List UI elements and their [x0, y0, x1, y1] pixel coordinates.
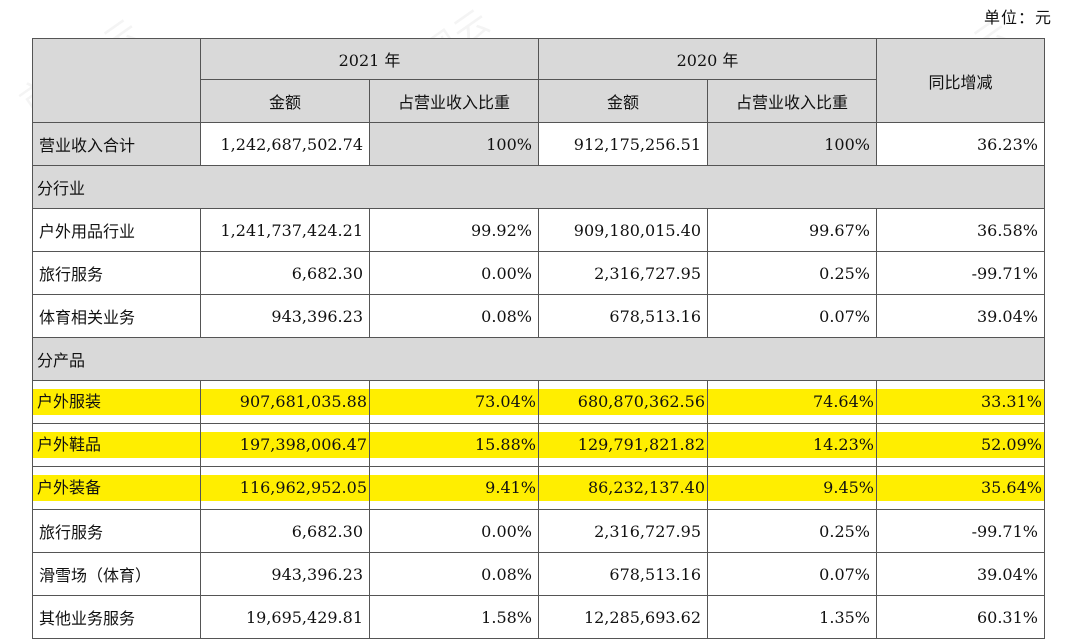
ratio-2020: 100%: [707, 122, 877, 166]
section-label: 分产品: [32, 337, 1045, 381]
ratio-2021: 9.41%: [369, 466, 539, 510]
unit-label: 单位：元: [983, 8, 1052, 27]
table-row: 户外用品行业 1,241,737,424.21 99.92% 909,180,0…: [32, 208, 1045, 252]
row-label: 旅行服务: [32, 251, 201, 295]
header-blank: [32, 38, 201, 123]
yoy-change: 36.58%: [876, 208, 1045, 252]
ratio-2021: 1.58%: [369, 595, 539, 639]
header-amount-2020: 金额: [538, 79, 708, 123]
ratio-2021: 100%: [369, 122, 539, 166]
ratio-2021: 15.88%: [369, 423, 539, 467]
row-label: 旅行服务: [32, 509, 201, 553]
table-row-highlighted: 户外装备 116,962,952.05 9.41% 86,232,137.40 …: [32, 466, 1045, 510]
table-row-highlighted: 户外服装 907,681,035.88 73.04% 680,870,362.5…: [32, 380, 1045, 424]
section-label: 分行业: [32, 165, 1045, 209]
header-row-cols: 金额 占营业收入比重 金额 占营业收入比重: [33, 79, 1045, 123]
ratio-2021: 0.00%: [369, 509, 539, 553]
amount-2021: 6,682.30: [200, 509, 370, 553]
yoy-change: 52.09%: [876, 423, 1045, 467]
ratio-2020: 0.07%: [707, 552, 877, 596]
ratio-2020: 1.35%: [707, 595, 877, 639]
yoy-change: 35.64%: [876, 466, 1045, 510]
amount-2020: 2,316,727.95: [538, 251, 708, 295]
amount-2020: 912,175,256.51: [538, 122, 708, 166]
amount-2020: 2,316,727.95: [538, 509, 708, 553]
ratio-2021: 73.04%: [369, 380, 539, 424]
amount-2020: 680,870,362.56: [538, 380, 708, 424]
ratio-2020: 0.07%: [707, 294, 877, 338]
ratio-2020: 99.67%: [707, 208, 877, 252]
row-label: 户外鞋品: [32, 423, 201, 467]
ratio-2021: 99.92%: [369, 208, 539, 252]
amount-2020: 678,513.16: [538, 552, 708, 596]
amount-2020: 12,285,693.62: [538, 595, 708, 639]
revenue-table: 2021 年 2020 年 同比增减 金额 占营业收入比重 金额 占营业收入比重…: [32, 38, 1045, 639]
header-ratio-2021: 占营业收入比重: [369, 79, 539, 123]
yoy-change: -99.71%: [876, 509, 1045, 553]
amount-2021: 197,398,006.47: [200, 423, 370, 467]
header-amount-2021: 金额: [200, 79, 370, 123]
ratio-2020: 0.25%: [707, 251, 877, 295]
row-label: 其他业务服务: [32, 595, 201, 639]
ratio-2020: 9.45%: [707, 466, 877, 510]
yoy-change: -99.71%: [876, 251, 1045, 295]
amount-2020: 909,180,015.40: [538, 208, 708, 252]
row-label: 户外装备: [32, 466, 201, 510]
ratio-2020: 0.25%: [707, 509, 877, 553]
row-label: 户外用品行业: [32, 208, 201, 252]
yoy-change: 33.31%: [876, 380, 1045, 424]
table-row: 其他业务服务 19,695,429.81 1.58% 12,285,693.62…: [32, 595, 1045, 639]
row-label: 营业收入合计: [32, 122, 201, 166]
header-yoy: 同比增减: [876, 38, 1045, 123]
yoy-change: 36.23%: [876, 122, 1045, 166]
ratio-2021: 0.00%: [369, 251, 539, 295]
amount-2021: 907,681,035.88: [200, 380, 370, 424]
section-row: 分产品: [32, 337, 1045, 381]
row-label: 滑雪场（体育）: [32, 552, 201, 596]
amount-2021: 1,241,737,424.21: [200, 208, 370, 252]
amount-2020: 86,232,137.40: [538, 466, 708, 510]
table-row: 体育相关业务 943,396.23 0.08% 678,513.16 0.07%…: [32, 294, 1045, 338]
amount-2021: 19,695,429.81: [200, 595, 370, 639]
amount-2021: 943,396.23: [200, 552, 370, 596]
amount-2020: 129,791,821.82: [538, 423, 708, 467]
section-row: 分行业: [32, 165, 1045, 209]
table-row: 旅行服务 6,682.30 0.00% 2,316,727.95 0.25% -…: [32, 251, 1045, 295]
ratio-2020: 74.64%: [707, 380, 877, 424]
table-row-highlighted: 户外鞋品 197,398,006.47 15.88% 129,791,821.8…: [32, 423, 1045, 467]
yoy-change: 39.04%: [876, 294, 1045, 338]
amount-2021: 6,682.30: [200, 251, 370, 295]
amount-2020: 678,513.16: [538, 294, 708, 338]
table-row: 旅行服务 6,682.30 0.00% 2,316,727.95 0.25% -…: [32, 509, 1045, 553]
row-label: 体育相关业务: [32, 294, 201, 338]
total-row: 营业收入合计 1,242,687,502.74 100% 912,175,256…: [32, 122, 1045, 166]
yoy-change: 60.31%: [876, 595, 1045, 639]
amount-2021: 943,396.23: [200, 294, 370, 338]
amount-2021: 1,242,687,502.74: [200, 122, 370, 166]
header-ratio-2020: 占营业收入比重: [707, 79, 877, 123]
ratio-2021: 0.08%: [369, 294, 539, 338]
header-2021: 2021 年: [200, 38, 539, 80]
ratio-2021: 0.08%: [369, 552, 539, 596]
table-row: 滑雪场（体育） 943,396.23 0.08% 678,513.16 0.07…: [32, 552, 1045, 596]
row-label: 户外服装: [32, 380, 201, 424]
yoy-change: 39.04%: [876, 552, 1045, 596]
header-row-years: 2021 年 2020 年 同比增减: [32, 38, 1045, 123]
ratio-2020: 14.23%: [707, 423, 877, 467]
amount-2021: 116,962,952.05: [200, 466, 370, 510]
header-2020: 2020 年: [538, 38, 877, 80]
